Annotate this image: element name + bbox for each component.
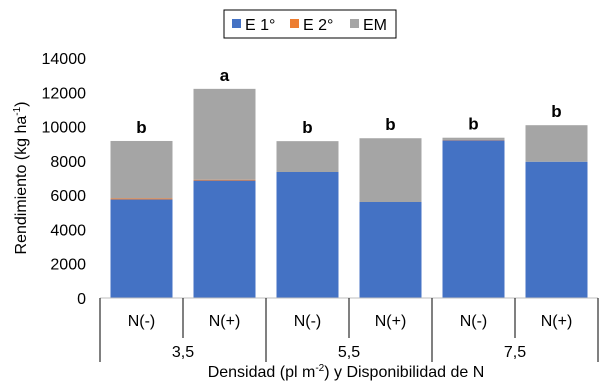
y-tick-label: 4000 [50,222,86,239]
bar-segment-e1 [525,161,588,298]
bar-segment-e1 [442,140,505,298]
legend-swatch-em [350,19,359,28]
bar-segment-em [276,141,339,172]
bar-segment-e1 [193,180,256,298]
x-group-label: 7,5 [504,344,526,361]
bar-segment-e2 [110,198,173,200]
bar-segment-em [525,125,588,162]
x-axis-title: Densidad (pl m-2) y Disponibilidad de N [208,363,485,381]
bar-segment-em [359,138,422,202]
y-axis-title: Rendimiento (kg ha-1) [12,102,30,255]
y-tick-label: 0 [77,291,86,308]
significance-label: b [136,118,146,137]
x-group-label: 5,5 [338,344,360,361]
plot-area: 0 2000 4000 6000 8000 10000 12000 14000 b a b b b b N(… [42,51,599,362]
y-tick-label: 8000 [50,154,86,171]
bar-segment-e1 [359,202,422,298]
x-category-label: N(-) [128,313,156,330]
y-tick-label: 2000 [50,257,86,274]
x-group-label: 3,5 [172,344,194,361]
significance-label: b [551,102,561,121]
legend-box [223,9,397,39]
x-category-label: N(-) [460,313,488,330]
x-category-label: N(+) [375,313,407,330]
legend-swatch-e1 [232,19,241,28]
bar-segment-em [442,137,505,140]
legend-label-e2: E 2° [303,17,333,34]
bar-segment-e2 [193,179,256,181]
bar-segment-e1 [110,199,173,298]
significance-label: b [385,115,395,134]
y-tick-label: 12000 [42,85,87,102]
x-category-label: N(+) [541,313,573,330]
significance-label: a [220,66,230,85]
y-tick-label: 6000 [50,188,86,205]
legend-label-em: EM [363,17,387,34]
x-category-label: N(+) [209,313,241,330]
y-tick-label: 10000 [42,120,87,137]
legend: E 1° E 2° EM [223,9,397,39]
bar-segment-em [193,88,256,180]
significance-label: b [468,115,478,134]
x-category-label: N(-) [294,313,322,330]
legend-swatch-e2 [290,19,299,28]
y-tick-label: 14000 [42,51,87,68]
significance-label: b [302,118,312,137]
bar-segment-em [110,140,173,199]
legend-label-e1: E 1° [245,17,275,34]
bar-segment-e1 [276,172,339,298]
